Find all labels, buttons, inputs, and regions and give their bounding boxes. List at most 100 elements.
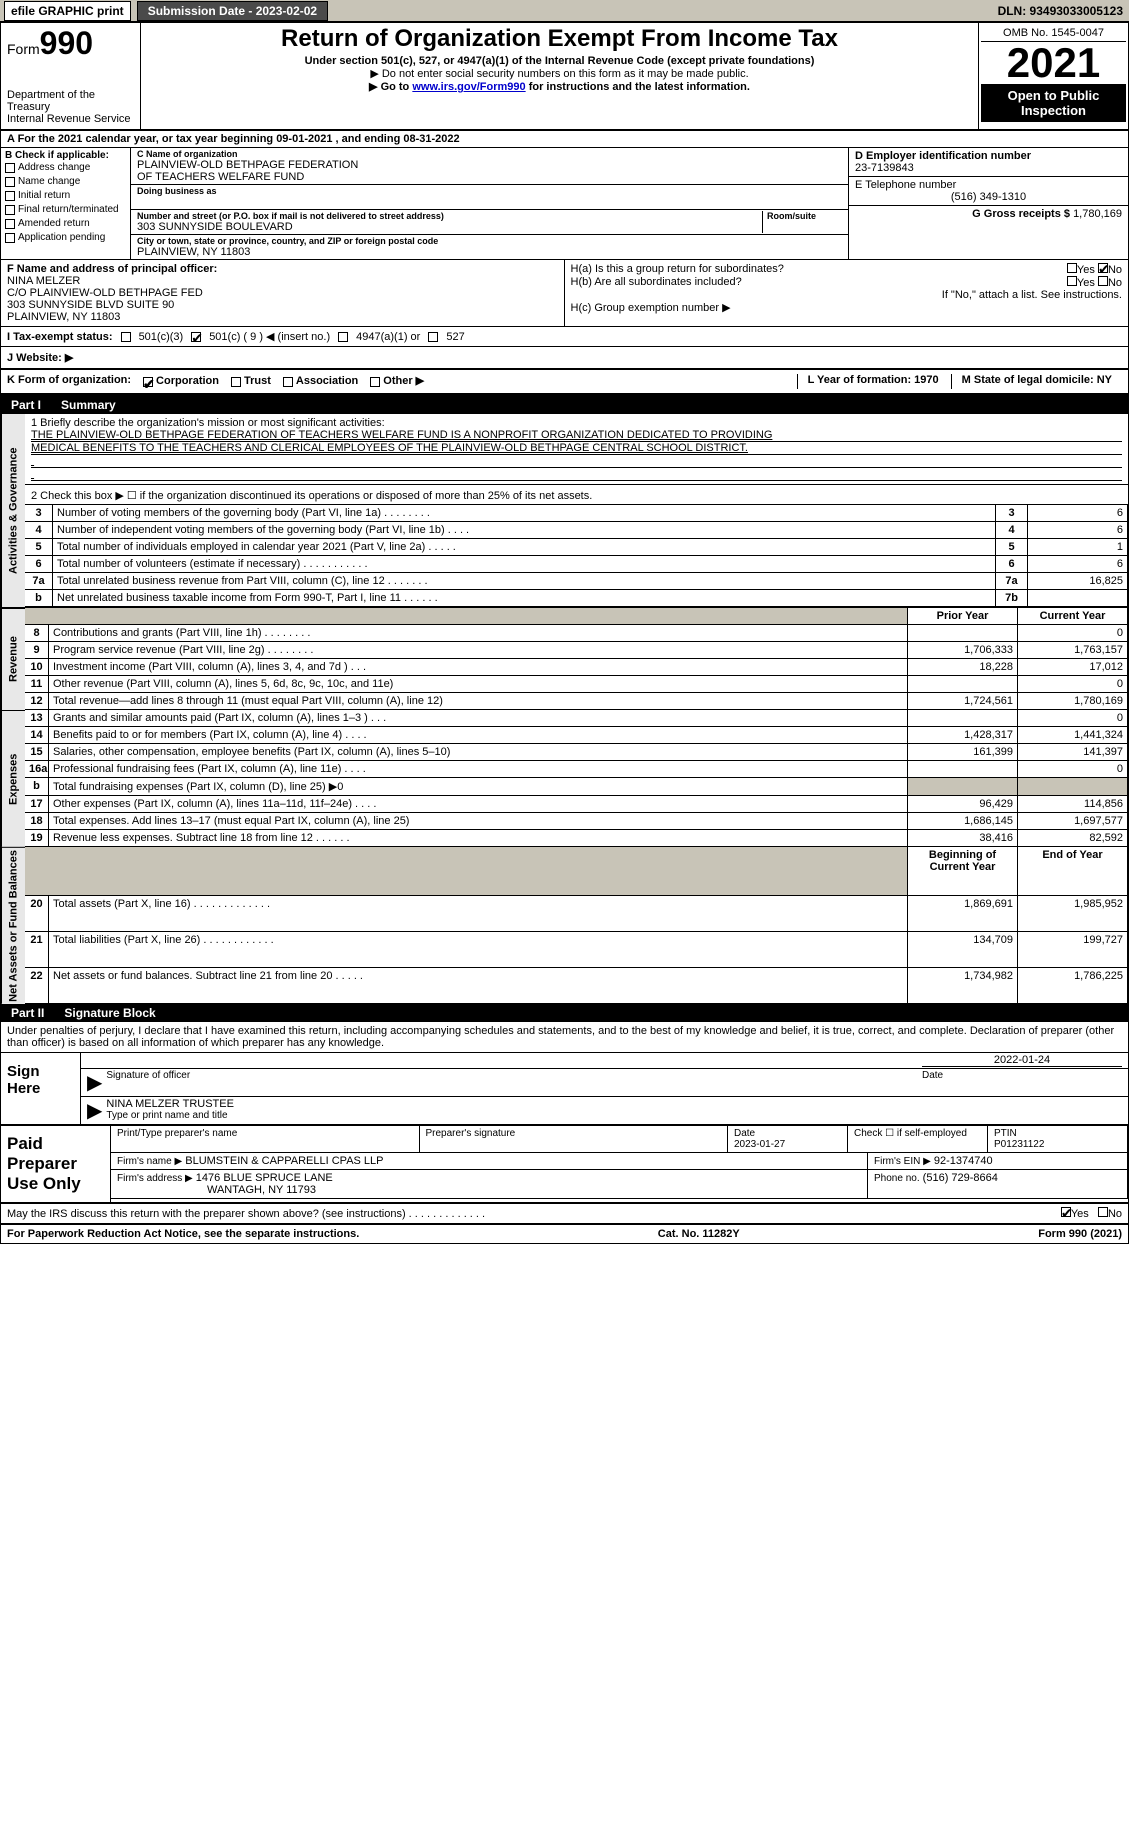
dept-treasury: Department of the Treasury — [7, 89, 134, 113]
line-desc: Other expenses (Part IX, column (A), lin… — [49, 796, 908, 813]
firm-addr1: 1476 BLUE SPRUCE LANE — [196, 1172, 333, 1184]
ha-no-check[interactable] — [1098, 263, 1108, 273]
paid-preparer-block: Paid Preparer Use Only Print/Type prepar… — [1, 1126, 1128, 1203]
type-name-label: Type or print name and title — [106, 1110, 1122, 1121]
line-number: 6 — [25, 556, 53, 573]
current-value: 1,786,225 — [1018, 968, 1128, 1004]
section-b-title: B Check if applicable: — [5, 150, 126, 161]
i-501c-check[interactable] — [191, 332, 201, 342]
line1-lead: 1 Briefly describe the organization's mi… — [31, 417, 1122, 429]
firm-name: BLUMSTEIN & CAPPARELLI CPAS LLP — [185, 1155, 383, 1167]
discuss-no-check[interactable] — [1098, 1207, 1108, 1217]
submission-date-badge: Submission Date - 2023-02-02 — [137, 1, 328, 21]
prior-value: 96,429 — [908, 796, 1018, 813]
prior-value — [908, 710, 1018, 727]
f-h-block: F Name and address of principal officer:… — [1, 260, 1128, 327]
section-sidebar: Revenue — [1, 608, 25, 710]
sign-here-label: Sign Here — [1, 1053, 81, 1124]
prep-date-value: 2023-01-27 — [734, 1139, 785, 1150]
section-b-option: Name change — [5, 175, 126, 189]
prior-value: 38,416 — [908, 830, 1018, 847]
governance-table: 3Number of voting members of the governi… — [25, 505, 1128, 607]
i-527-check[interactable] — [428, 332, 438, 342]
header-left: Form990 Department of the Treasury Inter… — [1, 23, 141, 129]
prior-value: 1,686,145 — [908, 813, 1018, 830]
prior-value — [908, 625, 1018, 642]
line-desc: Program service revenue (Part VIII, line… — [49, 642, 908, 659]
current-value: 0 — [1018, 625, 1128, 642]
revenue-table: RevenuePrior YearCurrent Year8Contributi… — [1, 608, 1128, 710]
hb-yes-check[interactable] — [1067, 276, 1077, 286]
line-desc: Total fundraising expenses (Part IX, col… — [49, 778, 908, 796]
top-bar: efile GRAPHIC print Submission Date - 20… — [0, 0, 1129, 22]
k-trust-check[interactable] — [231, 377, 241, 387]
firm-ein: 92-1374740 — [934, 1155, 993, 1167]
ha-yes-check[interactable] — [1067, 263, 1077, 273]
k-other-check[interactable] — [370, 377, 380, 387]
line-number: 11 — [25, 676, 49, 693]
section-b-option: Final return/terminated — [5, 203, 126, 217]
line-key: 6 — [996, 556, 1028, 573]
line-value: 16,825 — [1028, 573, 1128, 590]
line-number: 4 — [25, 522, 53, 539]
i-501c3-check[interactable] — [121, 332, 131, 342]
f-line1: C/O PLAINVIEW-OLD BETHPAGE FED — [7, 287, 558, 299]
k-corp-check[interactable] — [143, 377, 153, 387]
current-value: 82,592 — [1018, 830, 1128, 847]
col-header-current: End of Year — [1018, 847, 1128, 895]
hb-no-check[interactable] — [1098, 276, 1108, 286]
l-year: L Year of formation: 1970 — [797, 374, 939, 389]
checkbox[interactable] — [5, 205, 15, 215]
line-desc: Total number of individuals employed in … — [53, 539, 996, 556]
line-desc: Benefits paid to or for members (Part IX… — [49, 727, 908, 744]
current-value: 199,727 — [1018, 932, 1128, 968]
j-label: J Website: ▶ — [7, 351, 73, 364]
prior-value — [908, 676, 1018, 693]
checkbox[interactable] — [5, 163, 15, 173]
checkbox[interactable] — [5, 233, 15, 243]
line-number: 17 — [25, 796, 49, 813]
sig-date-value: 2022-01-24 — [922, 1054, 1122, 1067]
form-header: Form990 Department of the Treasury Inter… — [1, 23, 1128, 131]
k-label: K Form of organization: — [7, 374, 131, 389]
form-word: Form — [7, 41, 40, 57]
part1-label: Part I — [11, 398, 41, 412]
current-value: 17,012 — [1018, 659, 1128, 676]
line-value — [1028, 590, 1128, 607]
current-value: 141,397 — [1018, 744, 1128, 761]
form-title: Return of Organization Exempt From Incom… — [147, 25, 972, 53]
line-number: 22 — [25, 968, 49, 1004]
irs-link[interactable]: www.irs.gov/Form990 — [412, 81, 525, 93]
form-page: Form990 Department of the Treasury Inter… — [0, 22, 1129, 1244]
f-label: F Name and address of principal officer: — [7, 263, 558, 275]
i-4947-check[interactable] — [338, 332, 348, 342]
discuss-yes-check[interactable] — [1061, 1207, 1071, 1217]
irs-label: Internal Revenue Service — [7, 113, 134, 125]
line-desc: Other revenue (Part VIII, column (A), li… — [49, 676, 908, 693]
prior-value: 1,706,333 — [908, 642, 1018, 659]
line-number: 15 — [25, 744, 49, 761]
dba-label: Doing business as — [137, 186, 842, 196]
line-desc: Salaries, other compensation, employee b… — [49, 744, 908, 761]
section-b-option: Initial return — [5, 189, 126, 203]
checkbox[interactable] — [5, 191, 15, 201]
k-assoc-check[interactable] — [283, 377, 293, 387]
col-header-prior: Prior Year — [908, 608, 1018, 625]
line-key: 7b — [996, 590, 1028, 607]
city-value: PLAINVIEW, NY 11803 — [137, 246, 842, 258]
prior-value: 161,399 — [908, 744, 1018, 761]
m-state: M State of legal domicile: NY — [951, 374, 1122, 389]
ein-label: D Employer identification number — [855, 150, 1122, 162]
form-number: 990 — [40, 25, 93, 61]
line-desc: Net unrelated business taxable income fr… — [53, 590, 996, 607]
section-k: K Form of organization: Corporation Trus… — [1, 370, 1128, 396]
room-label: Room/suite — [767, 211, 842, 221]
firm-phone: (516) 729-8664 — [923, 1172, 998, 1184]
checkbox[interactable] — [5, 219, 15, 229]
current-value: 114,856 — [1018, 796, 1128, 813]
f-line2: 303 SUNNYSIDE BLVD SUITE 90 — [7, 299, 558, 311]
current-value: 1,780,169 — [1018, 693, 1128, 710]
gross-label: G Gross receipts $ — [972, 208, 1070, 220]
city-label: City or town, state or province, country… — [137, 236, 842, 246]
checkbox[interactable] — [5, 177, 15, 187]
